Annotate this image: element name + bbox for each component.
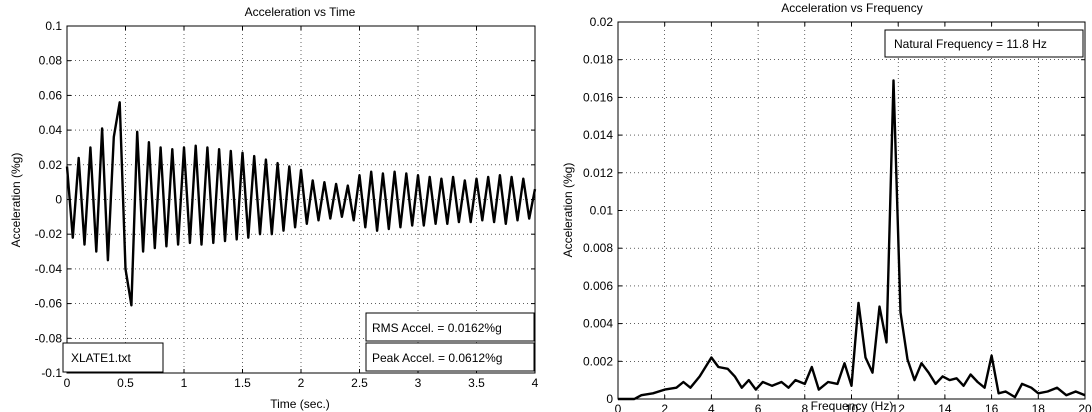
frequency-ticks: 0 2 4 6 8 10 12 14 16 18 20 0 0.002 0.004 0.006 0.008 0.…: [583, 15, 1092, 412]
frequency-x-tick-label: 14: [938, 402, 952, 412]
frequency-chart-title: Acceleration vs Frequency: [781, 1, 922, 15]
time-series-line: [65, 101, 537, 307]
frequency-y-axis-title: Acceleration (%g): [561, 163, 575, 258]
frequency-x-tick-label: 4: [708, 402, 715, 412]
time-x-tick-label: 1: [181, 376, 188, 390]
frequency-y-tick-label: 0.006: [583, 279, 613, 293]
time-y-tick-label: -0.02: [35, 227, 63, 241]
time-y-tick-label: 0.04: [39, 123, 63, 137]
rms-label: RMS Accel. = 0.0162%g: [372, 321, 502, 335]
natural-frequency-label: Natural Frequency = 11.8 Hz: [894, 37, 1047, 51]
frequency-x-axis-title: Frequency (Hz): [811, 399, 894, 412]
rms-box: [365, 312, 535, 342]
frequency-x-tick-label: 12: [892, 402, 906, 412]
time-chart: Acceleration vs Time 0 0.5 1 1.5 2 2.5 3 3.5 4 -0…: [9, 5, 539, 411]
time-y-tick-label: -0.08: [35, 331, 63, 345]
frequency-y-tick-label: 0.004: [583, 317, 613, 331]
frequency-y-tick-label: 0.008: [583, 241, 613, 255]
time-plot-frame: [66, 25, 536, 374]
frequency-y-tick-label: 0.01: [590, 204, 614, 218]
file-label-box: [62, 342, 164, 373]
frequency-y-tick-label: 0.02: [590, 15, 614, 29]
file-label: XLATE1.txt: [71, 351, 131, 365]
frequency-x-tick-label: 20: [1078, 402, 1092, 412]
frequency-y-tick-label: 0.018: [583, 53, 613, 67]
time-y-tick-label: -0.06: [35, 297, 63, 311]
time-y-tick-label: 0.06: [39, 88, 63, 102]
time-y-tick-label: -0.1: [41, 366, 62, 380]
time-x-tick-label: 0: [64, 376, 71, 390]
time-x-tick-label: 4: [532, 376, 539, 390]
time-y-axis-title: Acceleration (%g): [9, 153, 23, 248]
frequency-y-tick-label: 0.014: [583, 128, 613, 142]
frequency-x-tick-label: 10: [845, 402, 859, 412]
frequency-y-tick-label: 0.002: [583, 354, 613, 368]
time-y-tick-label: 0.02: [39, 158, 63, 172]
time-x-tick-label: 3.5: [468, 376, 485, 390]
natural-frequency-box: [884, 29, 1084, 58]
frequency-x-tick-label: 16: [985, 402, 999, 412]
peak-label: Peak Accel. = 0.0612%g: [372, 351, 502, 365]
frequency-x-tick-label: 8: [801, 402, 808, 412]
time-x-tick-label: 2.5: [351, 376, 368, 390]
frequency-x-tick-label: 6: [755, 402, 762, 412]
frequency-x-tick-label: 18: [1032, 402, 1046, 412]
time-y-tick-label: -0.04: [35, 262, 63, 276]
frequency-chart: Acceleration vs Frequency 0 2 4 6 8 10 12 14 16 1…: [561, 1, 1092, 412]
frequency-y-tick-label: 0.016: [583, 90, 613, 104]
time-x-tick-label: 1.5: [234, 376, 251, 390]
time-x-axis-title: Time (sec.): [270, 397, 330, 411]
time-x-tick-label: 2: [298, 376, 305, 390]
frequency-plot-frame: [617, 21, 1086, 400]
frequency-series-line: [618, 79, 1086, 401]
frequency-x-tick-label: 0: [615, 402, 622, 412]
time-y-tick-label: 0.1: [45, 19, 62, 33]
peak-box: [365, 342, 535, 372]
time-x-tick-label: 0.5: [117, 376, 134, 390]
time-y-tick-label: 0.08: [39, 54, 63, 68]
frequency-y-tick-label: 0.012: [583, 166, 613, 180]
time-y-tick-label: 0: [55, 193, 62, 207]
time-chart-title: Acceleration vs Time: [245, 5, 356, 19]
frequency-y-tick-label: 0: [606, 392, 613, 406]
frequency-x-tick-label: 2: [661, 402, 668, 412]
time-x-tick-label: 3: [415, 376, 422, 390]
